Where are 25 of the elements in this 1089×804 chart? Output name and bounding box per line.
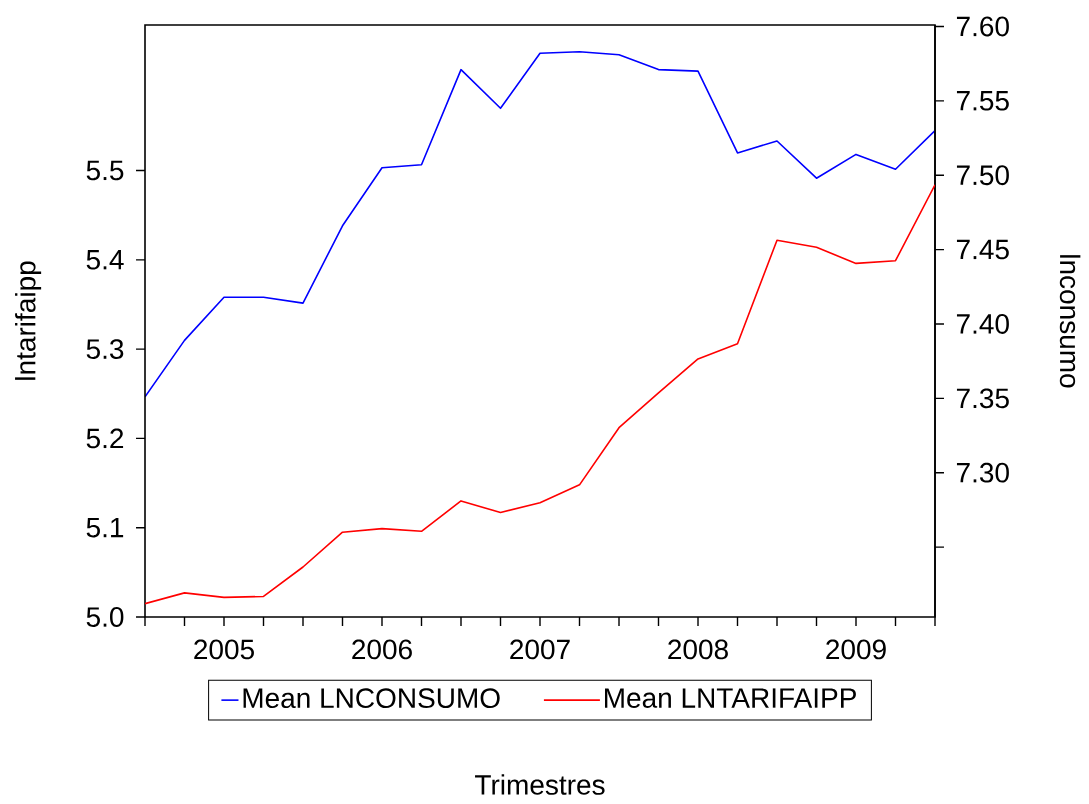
- line-series: [145, 50, 935, 398]
- y-tick-label: 5.1: [86, 517, 124, 538]
- x-tick-label: 2009: [826, 639, 886, 660]
- y2-tick-label: 7.40: [956, 314, 1009, 334]
- y2-tick-label: 7.35: [956, 388, 1009, 409]
- y2-tick-label: 7.55: [956, 91, 1009, 111]
- y-tick-label: 5.3: [86, 339, 124, 360]
- y2-tick-label: 7.45: [956, 239, 1009, 260]
- y-tick-label: 5.2: [86, 428, 124, 449]
- y2-tick-label: 7.30: [956, 462, 1009, 483]
- y-axis-title: lntarifaipp: [15, 261, 42, 380]
- x-tick-label: 2006: [352, 639, 412, 660]
- x-tick-label: 2007: [510, 639, 570, 660]
- x-axis-title: Trimestres: [475, 774, 605, 795]
- y2-axis-title: lnconsumo: [1059, 255, 1081, 388]
- y-tick-label: 5.4: [86, 250, 124, 270]
- y2-tick-label: 7.60: [956, 16, 1009, 37]
- y-tick-label: 5.0: [86, 607, 124, 627]
- x-tick-label: 2005: [194, 639, 254, 660]
- line-series: [145, 184, 935, 605]
- y-tick-label: 5.5: [86, 160, 124, 181]
- legend-label: Mean LNCONSUMO: [243, 688, 500, 709]
- x-tick-label: 2008: [668, 639, 728, 660]
- legend-label: Mean LNTARIFAIPP: [605, 688, 856, 708]
- y2-tick-label: 7.50: [956, 165, 1009, 186]
